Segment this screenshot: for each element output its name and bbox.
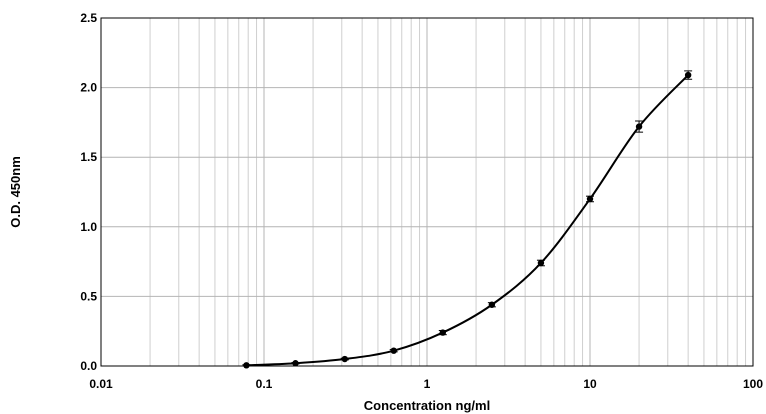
y-tick-label: 1.5: [80, 150, 97, 164]
x-tick-label: 10: [583, 377, 597, 391]
fit-curve-group: [246, 74, 689, 367]
x-tick-label: 100: [743, 377, 763, 391]
data-point: [635, 123, 643, 130]
y-tick-label: 0.0: [80, 359, 97, 373]
grid: [101, 18, 753, 366]
x-tick-labels: 0.01 0.1 1 10 100: [89, 377, 763, 391]
y-tick-label: 0.5: [80, 289, 97, 303]
data-point: [292, 360, 299, 367]
data-point: [243, 362, 250, 369]
data-point: [684, 71, 692, 79]
plot-frame: [100, 17, 754, 367]
x-axis-title: Concentration ng/ml: [364, 398, 490, 413]
data-point: [439, 329, 446, 336]
data-points: [242, 70, 693, 369]
data-point: [488, 301, 496, 308]
y-tick-label: 1.0: [80, 220, 97, 234]
data-point: [390, 347, 397, 354]
y-tick-labels: 0.0 0.5 1.0 1.5 2.0 2.5: [80, 11, 97, 373]
data-point: [586, 195, 594, 203]
data-point: [537, 259, 545, 267]
x-tick-label: 0.1: [256, 377, 273, 391]
x-tick-label: 0.01: [89, 377, 113, 391]
fit-curve: [246, 74, 689, 367]
x-tick-label: 1: [424, 377, 431, 391]
data-point: [341, 355, 348, 363]
y-axis-title: O.D. 450nm: [8, 156, 23, 228]
y-tick-label: 2.0: [80, 81, 97, 95]
y-tick-label: 2.5: [80, 11, 97, 25]
